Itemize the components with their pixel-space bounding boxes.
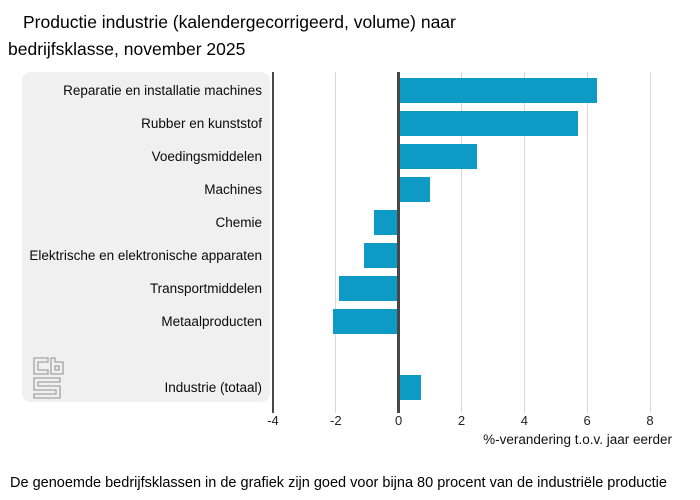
x-tick-label: 4 [520, 413, 528, 428]
gridline [461, 72, 462, 413]
chart-title-line2: bedrijfsklasse, november 2025 [8, 39, 246, 59]
bar [398, 111, 578, 136]
category-label: Metaalproducten [161, 313, 262, 329]
bar-rows: Reparatie en installatie machines Rubber … [22, 74, 650, 404]
x-tick-label: 8 [646, 413, 654, 428]
x-axis-label: %-verandering t.o.v. jaar eerder [483, 432, 672, 447]
bar [332, 309, 399, 334]
chart-row: Transportmiddelen [22, 272, 650, 305]
category-label: Voedingsmiddelen [151, 148, 262, 164]
bar [364, 243, 399, 268]
chart-row: Chemie [22, 206, 650, 239]
category-label: Transportmiddelen [149, 280, 262, 296]
chart-title: Productie industrie (kalendergecorrigeer… [8, 9, 456, 63]
gridline [523, 72, 525, 413]
bar [373, 210, 399, 235]
chart-row: Metaalproducten [22, 305, 650, 338]
category-label: Industrie (totaal) [164, 379, 262, 395]
x-tick-label: 6 [583, 413, 591, 428]
chart-row: Elektrische en elektronische apparaten [22, 239, 650, 272]
bar [398, 78, 597, 103]
x-tick-label: -4 [267, 413, 279, 428]
category-label: Rubber en kunststof [141, 115, 262, 131]
chart-row: Reparatie en installatie machines [22, 74, 650, 107]
category-label: Chemie [215, 214, 262, 230]
gridline [586, 72, 588, 413]
chart-row: Rubber en kunststof [22, 107, 650, 140]
category-label: Reparatie en installatie machines [63, 82, 262, 98]
x-tick-label: 0 [395, 413, 403, 428]
bar [398, 177, 431, 202]
x-tick-label: -2 [330, 413, 342, 428]
footer-note: De genoemde bedrijfsklassen in de grafie… [10, 475, 667, 491]
chart-row: Voedingsmiddelen [22, 140, 650, 173]
cbs-logo [33, 357, 64, 399]
gridline [335, 72, 337, 413]
plot-area [272, 72, 651, 413]
chart-row: Machines [22, 173, 650, 206]
category-label: Elektrische en elektronische apparaten [29, 247, 262, 263]
gridline [649, 72, 651, 413]
gridline [272, 72, 274, 413]
category-label: Machines [204, 181, 262, 197]
bar [398, 375, 421, 400]
x-tick-label: 2 [457, 413, 466, 428]
chart-panel [22, 72, 270, 402]
chart-title-line1: Productie industrie (kalendergecorrigeer… [23, 12, 456, 32]
bar [338, 276, 399, 301]
chart-row: Industrie (totaal) [22, 371, 650, 404]
bar [398, 144, 478, 169]
zero-line [397, 72, 401, 413]
